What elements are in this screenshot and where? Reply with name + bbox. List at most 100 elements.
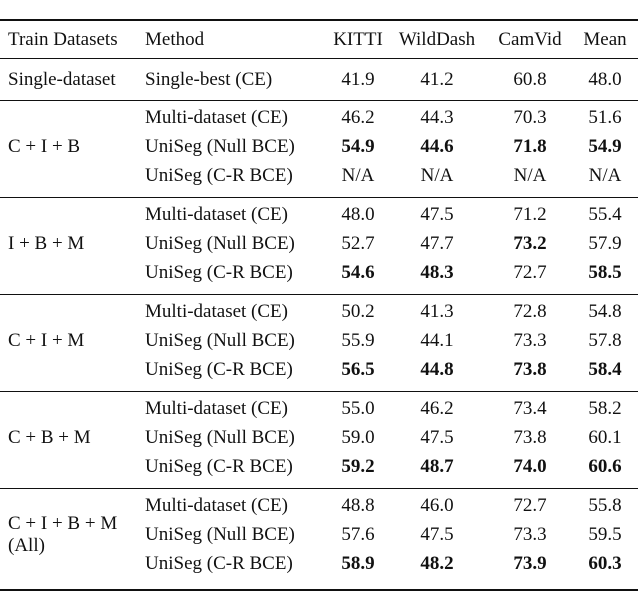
train-datasets: C + I + M bbox=[8, 330, 85, 351]
score: 59.5 bbox=[588, 524, 622, 545]
method: UniSeg (Null BCE) bbox=[145, 330, 295, 351]
method: UniSeg (Null BCE) bbox=[145, 136, 295, 157]
score: 41.9 bbox=[341, 69, 375, 90]
score: 73.3 bbox=[513, 524, 547, 545]
method: UniSeg (C-R BCE) bbox=[145, 456, 293, 477]
score: 52.7 bbox=[341, 233, 375, 254]
score: 48.0 bbox=[588, 69, 622, 90]
score: 48.8 bbox=[341, 495, 375, 516]
score: 55.4 bbox=[588, 204, 622, 225]
train-datasets: C + I + B bbox=[8, 136, 81, 157]
score: 58.9 bbox=[341, 553, 375, 574]
score: 57.6 bbox=[341, 524, 375, 545]
method: Multi-dataset (CE) bbox=[145, 204, 288, 225]
score: 41.2 bbox=[420, 69, 454, 90]
score: 71.2 bbox=[513, 204, 547, 225]
score: 60.1 bbox=[588, 427, 622, 448]
score: 54.8 bbox=[588, 301, 622, 322]
score: 58.4 bbox=[588, 359, 622, 380]
rule bbox=[0, 58, 638, 59]
score: 47.5 bbox=[420, 524, 454, 545]
method: Multi-dataset (CE) bbox=[145, 301, 288, 322]
score: 46.0 bbox=[420, 495, 454, 516]
method: Multi-dataset (CE) bbox=[145, 398, 288, 419]
score: 58.2 bbox=[588, 398, 622, 419]
score: N/A bbox=[341, 165, 375, 186]
score: 57.9 bbox=[588, 233, 622, 254]
rule bbox=[0, 589, 638, 591]
rule bbox=[0, 19, 638, 21]
score: 73.8 bbox=[513, 359, 547, 380]
score: 48.3 bbox=[420, 262, 454, 283]
score: 44.8 bbox=[420, 359, 454, 380]
score: 55.9 bbox=[341, 330, 375, 351]
score: 41.3 bbox=[420, 301, 454, 322]
score: 73.2 bbox=[513, 233, 547, 254]
score: 44.3 bbox=[420, 107, 454, 128]
score: 51.6 bbox=[588, 107, 622, 128]
score: 72.8 bbox=[513, 301, 547, 322]
train-datasets: I + B + M bbox=[8, 233, 85, 254]
score: 55.8 bbox=[588, 495, 622, 516]
header-cell: Train Datasets bbox=[8, 29, 118, 50]
score: 48.2 bbox=[420, 553, 454, 574]
score: 59.0 bbox=[341, 427, 375, 448]
score: 60.8 bbox=[513, 69, 547, 90]
score: N/A bbox=[588, 165, 622, 186]
score: 71.8 bbox=[513, 136, 547, 157]
score: 47.5 bbox=[420, 427, 454, 448]
score: 50.2 bbox=[341, 301, 375, 322]
score: 56.5 bbox=[341, 359, 375, 380]
score: 60.6 bbox=[588, 456, 622, 477]
score: 72.7 bbox=[513, 262, 547, 283]
score: 59.2 bbox=[341, 456, 375, 477]
score: 73.8 bbox=[513, 427, 547, 448]
method: UniSeg (C-R BCE) bbox=[145, 262, 293, 283]
rule bbox=[0, 294, 638, 295]
method: UniSeg (Null BCE) bbox=[145, 524, 295, 545]
rule bbox=[0, 100, 638, 101]
score: 48.7 bbox=[420, 456, 454, 477]
rule bbox=[0, 197, 638, 198]
score: 73.3 bbox=[513, 330, 547, 351]
train-datasets: C + I + B + M bbox=[8, 513, 118, 534]
score: N/A bbox=[513, 165, 547, 186]
train-datasets: (All) bbox=[8, 535, 45, 556]
rule bbox=[0, 391, 638, 392]
method: Multi-dataset (CE) bbox=[145, 107, 288, 128]
method: Single-best (CE) bbox=[145, 69, 273, 90]
score: 48.0 bbox=[341, 204, 375, 225]
score: 73.9 bbox=[513, 553, 547, 574]
score: N/A bbox=[420, 165, 454, 186]
method: UniSeg (C-R BCE) bbox=[145, 553, 293, 574]
score: 73.4 bbox=[513, 398, 547, 419]
score: 55.0 bbox=[341, 398, 375, 419]
method: UniSeg (C-R BCE) bbox=[145, 165, 293, 186]
score: 54.9 bbox=[588, 136, 622, 157]
score: 47.7 bbox=[420, 233, 454, 254]
score: 58.5 bbox=[588, 262, 622, 283]
score: 74.0 bbox=[513, 456, 547, 477]
score: 47.5 bbox=[420, 204, 454, 225]
method: UniSeg (C-R BCE) bbox=[145, 359, 293, 380]
score: 60.3 bbox=[588, 553, 622, 574]
rule bbox=[0, 488, 638, 489]
method: Multi-dataset (CE) bbox=[145, 495, 288, 516]
score: 44.1 bbox=[420, 330, 454, 351]
score: 54.9 bbox=[341, 136, 375, 157]
header-cell: Method bbox=[145, 29, 205, 50]
score: 70.3 bbox=[513, 107, 547, 128]
header-cell: WildDash bbox=[398, 29, 476, 50]
score: 46.2 bbox=[420, 398, 454, 419]
method: UniSeg (Null BCE) bbox=[145, 233, 295, 254]
score: 46.2 bbox=[341, 107, 375, 128]
score: 44.6 bbox=[420, 136, 454, 157]
score: 72.7 bbox=[513, 495, 547, 516]
header-cell: KITTI bbox=[333, 29, 383, 50]
score: 54.6 bbox=[341, 262, 375, 283]
header-cell: CamVid bbox=[498, 29, 562, 50]
score: 57.8 bbox=[588, 330, 622, 351]
method: UniSeg (Null BCE) bbox=[145, 427, 295, 448]
train-datasets: Single-dataset bbox=[8, 69, 116, 90]
